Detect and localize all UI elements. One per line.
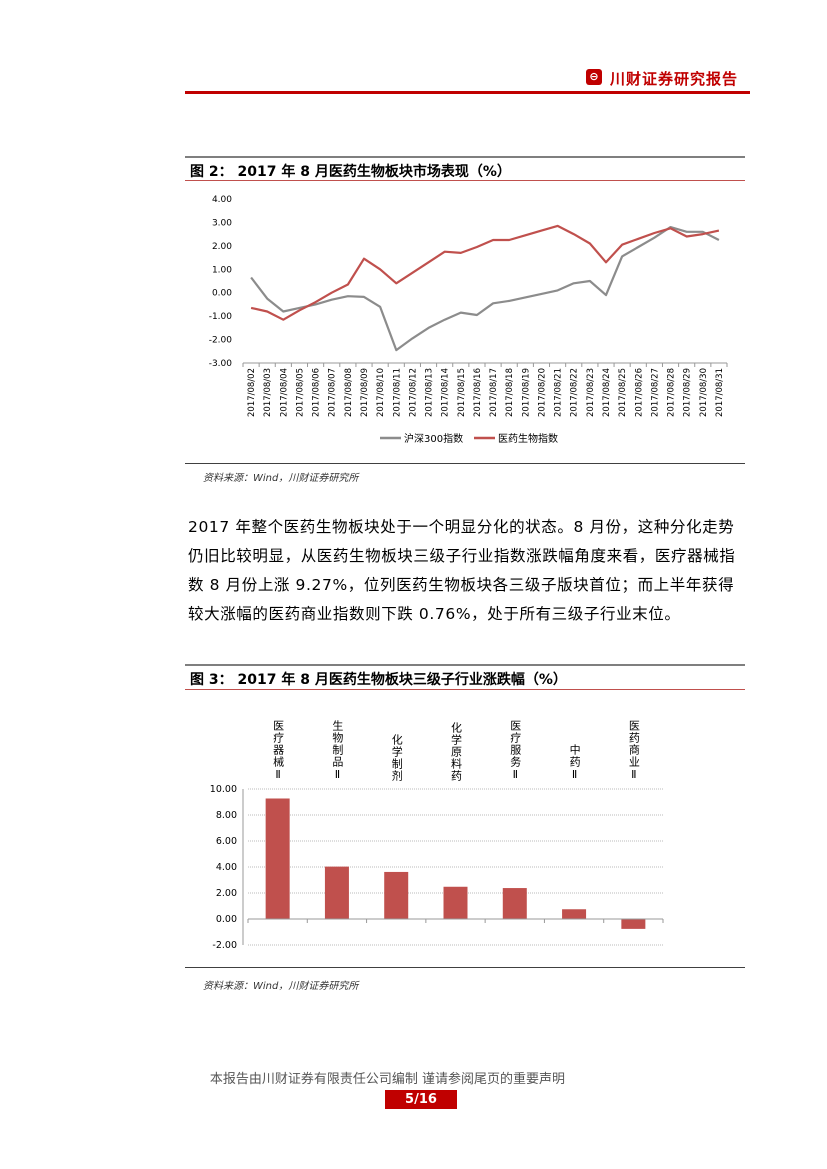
x-tick-label: 2017/08/10 [376,368,386,417]
body-paragraph: 2017 年整个医药生物板块处于一个明显分化的状态。8 月份，这种分化走势仍旧比… [188,518,736,623]
figure2-top-rule [185,156,745,158]
x-tick-label: 2017/08/03 [263,368,273,417]
footer-statement: 本报告由川财证券有限责任公司编制 谨请参阅尾页的重要声明 [209,1072,566,1087]
y-tick-label: -2.00 [209,336,233,346]
x-tick-label: 2017/08/06 [312,368,322,417]
y-tick-label: 0.00 [216,914,237,925]
x-tick-label: 2017/08/05 [295,368,305,417]
x-tick-label: 2017/08/07 [328,368,338,417]
y-tick-label: -2.00 [212,940,237,951]
y-tick-label: -3.00 [209,359,233,369]
legend-label: 医药生物指数 [498,432,558,445]
y-tick-label: 2.00 [212,242,232,252]
x-tick-label: 2017/08/30 [699,368,709,417]
header-divider [185,91,750,94]
x-tick-label: 2017/08/24 [602,368,612,417]
category-label: 医药商业Ⅱ [627,720,641,782]
x-tick-label: 2017/08/08 [344,368,354,417]
y-tick-label: 4.00 [212,195,232,205]
bar [384,871,409,919]
x-tick-label: 2017/08/28 [667,368,677,417]
category-label: 中药Ⅱ [568,744,582,782]
x-tick-label: 2017/08/14 [441,368,451,417]
category-label: 医疗服务Ⅱ [508,720,522,782]
y-tick-label: 8.00 [216,810,237,821]
figure3-title-rule [185,689,745,690]
x-tick-label: 2017/08/26 [634,368,644,417]
figure3-source: 资料来源：Wind，川财证券研究所 [203,981,359,992]
report-header-title: 川财证券研究报告 [610,70,739,88]
bar [443,886,468,919]
x-tick-label: 2017/08/13 [425,368,435,417]
x-tick-label: 2017/08/17 [489,368,499,417]
y-tick-label: 4.00 [216,862,237,873]
y-tick-label: 6.00 [216,836,237,847]
category-label: 医疗器械Ⅱ [271,720,285,782]
y-tick-label: 2.00 [216,888,237,899]
x-tick-label: 2017/08/15 [457,368,467,417]
figure2-source: 资料来源：Wind，川财证券研究所 [203,473,359,484]
y-tick-label: 3.00 [212,218,232,228]
x-tick-label: 2017/08/18 [505,368,515,417]
y-tick-label: 1.00 [212,265,232,275]
x-tick-label: 2017/08/23 [586,368,596,417]
category-label: 化学原料药 [449,722,463,782]
page-number: 5/16 [385,1090,457,1109]
figure3-bottom-rule [185,967,745,968]
figure2-bottom-rule [185,463,745,464]
x-tick-label: 2017/08/29 [683,368,693,417]
figure3-title: 图 3： 2017 年 8 月医药生物板块三级子行业涨跌幅（%） [190,672,567,688]
x-tick-label: 2017/08/19 [521,368,531,417]
x-tick-label: 2017/08/16 [473,368,483,417]
legend-label: 沪深300指数 [404,432,463,445]
category-label: 化学制剂 [390,734,404,782]
series-line-0 [250,226,720,352]
figure2-title-rule [185,180,745,181]
bar [324,866,349,919]
x-tick-label: 2017/08/11 [392,368,402,417]
category-label: 生物制品Ⅱ [330,720,344,782]
y-tick-label: 10.00 [210,784,237,795]
x-tick-label: 2017/08/12 [408,368,418,417]
bar [621,919,646,929]
bar [562,909,587,919]
x-tick-label: 2017/08/09 [360,368,370,417]
y-tick-label: 0.00 [212,289,232,299]
x-tick-label: 2017/08/31 [715,368,725,417]
x-tick-label: 2017/08/21 [554,368,564,417]
bar [265,798,290,919]
x-tick-label: 2017/08/25 [618,368,628,417]
figure2-title: 图 2： 2017 年 8 月医药生物板块市场表现（%） [190,164,511,180]
series-line-1 [250,224,720,321]
chuancai-logo-icon: ⊖ [586,69,602,85]
bar [502,888,527,919]
x-tick-label: 2017/08/02 [247,368,257,417]
x-tick-label: 2017/08/22 [570,368,580,417]
y-tick-label: -1.00 [209,312,233,322]
x-tick-label: 2017/08/04 [279,368,289,417]
figure3-top-rule [185,664,745,666]
x-tick-label: 2017/08/20 [537,368,547,417]
x-tick-label: 2017/08/27 [650,368,660,417]
